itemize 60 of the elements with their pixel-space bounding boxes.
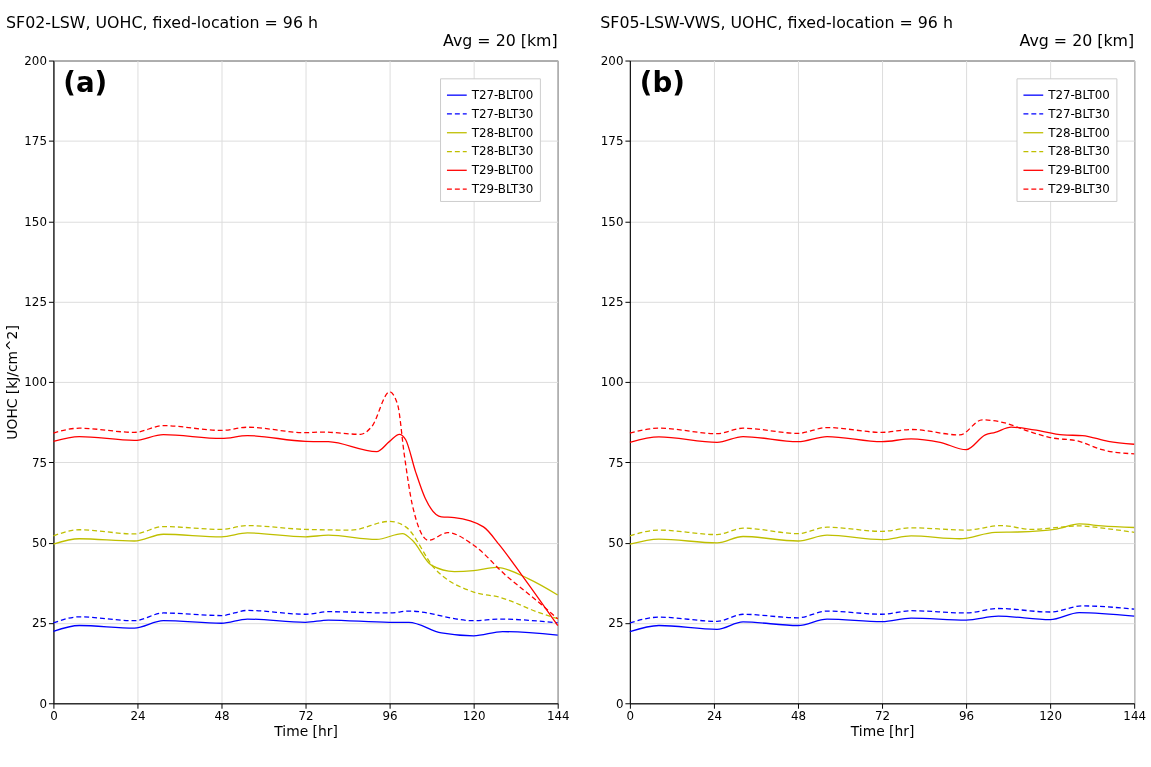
y-tick-label: 125 xyxy=(24,295,47,310)
y-tick-label: 100 xyxy=(24,375,47,390)
legend-label: T28-BLT00 xyxy=(1047,125,1110,140)
legend-label: T29-BLT30 xyxy=(1047,182,1110,197)
x-tick-label: 0 xyxy=(626,708,635,723)
legend-label: T27-BLT00 xyxy=(470,88,534,103)
legend-label: T29-BLT30 xyxy=(470,182,534,197)
y-axis-title: UOHC [kJ/cm^2] xyxy=(4,325,21,440)
x-tick-label: 24 xyxy=(130,708,146,723)
legend-label: T27-BLT30 xyxy=(470,106,534,121)
y-tick-label: 25 xyxy=(608,616,624,631)
line-series xyxy=(629,523,1135,545)
legend-label: T28-BLT00 xyxy=(470,125,534,140)
annotation: (b) xyxy=(639,66,685,100)
legend-label: T27-BLT30 xyxy=(1047,106,1110,121)
y-tick-label: 175 xyxy=(24,134,47,149)
line-series xyxy=(52,609,559,624)
text: Avg = 20 [km] xyxy=(443,30,558,50)
legend-label: T29-BLT00 xyxy=(470,163,534,178)
y-tick-label: 125 xyxy=(600,295,624,310)
x-tick-label: 72 xyxy=(298,708,314,723)
legend-label: T29-BLT00 xyxy=(1047,163,1110,178)
legend-label: T28-BLT30 xyxy=(1047,144,1110,159)
y-tick-label: 0 xyxy=(615,696,624,711)
x-tick-label: 24 xyxy=(706,708,722,723)
legend-label: T27-BLT00 xyxy=(1047,88,1110,103)
y-tick-label: 75 xyxy=(31,455,47,470)
y-tick-label: 100 xyxy=(600,375,624,390)
annotation: (a) xyxy=(63,66,108,100)
y-tick-label: 200 xyxy=(600,54,624,68)
x-tick-label: 96 xyxy=(959,708,975,723)
line-series xyxy=(629,605,1135,624)
text: Avg = 20 [km] xyxy=(1019,30,1135,50)
x-tick-label: 48 xyxy=(214,708,230,723)
x-axis-title: Time [hr] xyxy=(849,723,915,740)
line-series xyxy=(629,612,1135,633)
x-axis-title: Time [hr] xyxy=(273,723,338,740)
x-tick-label: 120 xyxy=(462,708,486,723)
legend-label: T28-BLT30 xyxy=(470,144,534,159)
y-tick-label: 50 xyxy=(608,536,624,551)
chart-title: SF02-LSW, UOHC, fixed-location = 96 h xyxy=(6,12,319,32)
x-tick-label: 48 xyxy=(790,708,807,723)
x-tick-label: 144 xyxy=(1123,708,1146,723)
x-tick-label: 96 xyxy=(382,708,398,723)
y-tick-label: 175 xyxy=(600,134,624,149)
chart-title: SF05-LSW-VWS, UOHC, fixed-location = 96 h xyxy=(600,12,953,32)
y-tick-label: 200 xyxy=(24,54,47,68)
line-series xyxy=(52,618,559,637)
y-tick-label: 150 xyxy=(24,214,47,229)
line-series xyxy=(52,520,559,620)
line-series xyxy=(629,419,1135,455)
x-tick-label: 120 xyxy=(1039,708,1062,723)
y-tick-label: 75 xyxy=(608,455,624,470)
y-tick-label: 150 xyxy=(600,214,624,229)
x-tick-label: 0 xyxy=(50,708,58,723)
y-tick-label: 50 xyxy=(31,536,47,551)
y-tick-label: 0 xyxy=(39,696,47,711)
x-tick-label: 72 xyxy=(874,708,891,723)
y-tick-label: 25 xyxy=(31,616,47,631)
x-tick-label: 144 xyxy=(546,708,570,723)
